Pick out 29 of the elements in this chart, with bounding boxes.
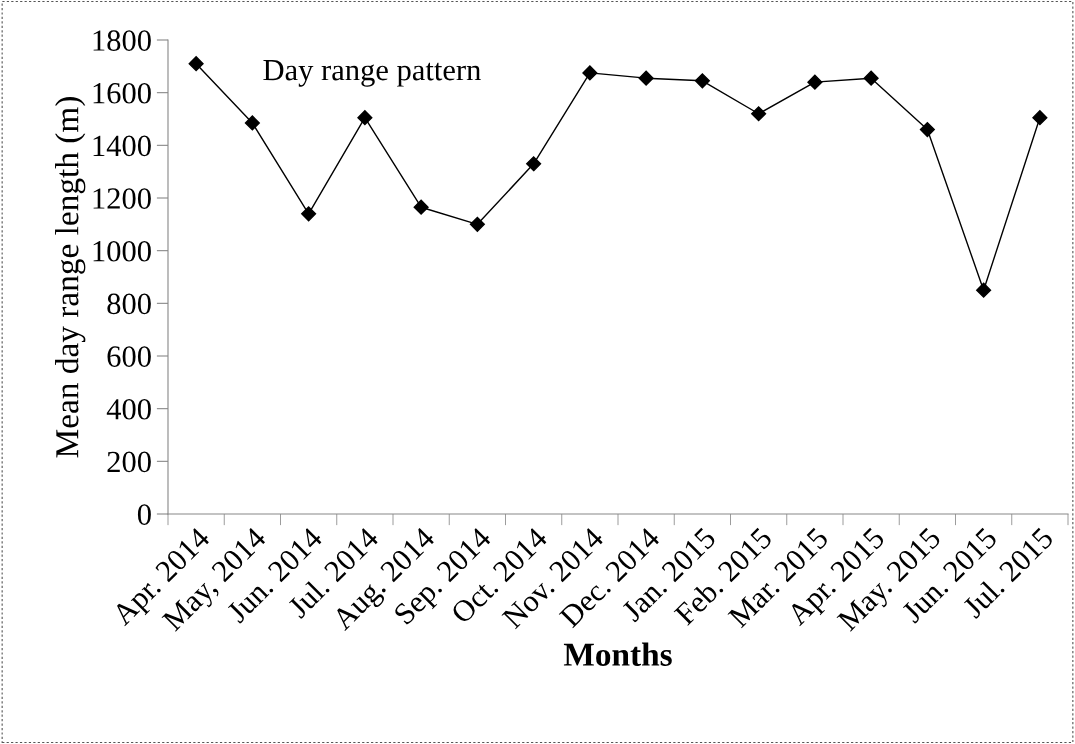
point — [694, 73, 710, 89]
y-tick-label: 800 — [107, 293, 151, 315]
point — [301, 206, 317, 222]
y-tick-label: 1200 — [93, 188, 151, 209]
y-tick-label: 400 — [106, 398, 151, 420]
point — [582, 65, 598, 81]
point — [526, 156, 542, 172]
point — [751, 106, 767, 122]
point — [413, 199, 429, 215]
point — [638, 70, 654, 86]
y-tick-label: 200 — [107, 451, 151, 473]
y-tick-label: 0 — [137, 504, 151, 525]
point — [863, 70, 879, 86]
point — [188, 56, 204, 72]
point — [1032, 110, 1048, 126]
y-tick-label: 1400 — [93, 135, 151, 157]
y-tick-label: 600 — [107, 346, 151, 367]
point — [357, 110, 373, 126]
y-tick-label: 1800 — [93, 30, 151, 51]
y-tick-label: 1000 — [93, 240, 151, 262]
point — [244, 115, 260, 131]
y-tick-label: 1600 — [93, 82, 151, 104]
y-axis-title: Mean day range length (m) — [55, 97, 86, 458]
point — [469, 216, 485, 232]
point — [976, 282, 992, 298]
point — [807, 74, 823, 90]
annotation: Day range pattern — [263, 60, 481, 87]
x-axis-title: Months — [563, 642, 672, 666]
point — [919, 121, 935, 138]
